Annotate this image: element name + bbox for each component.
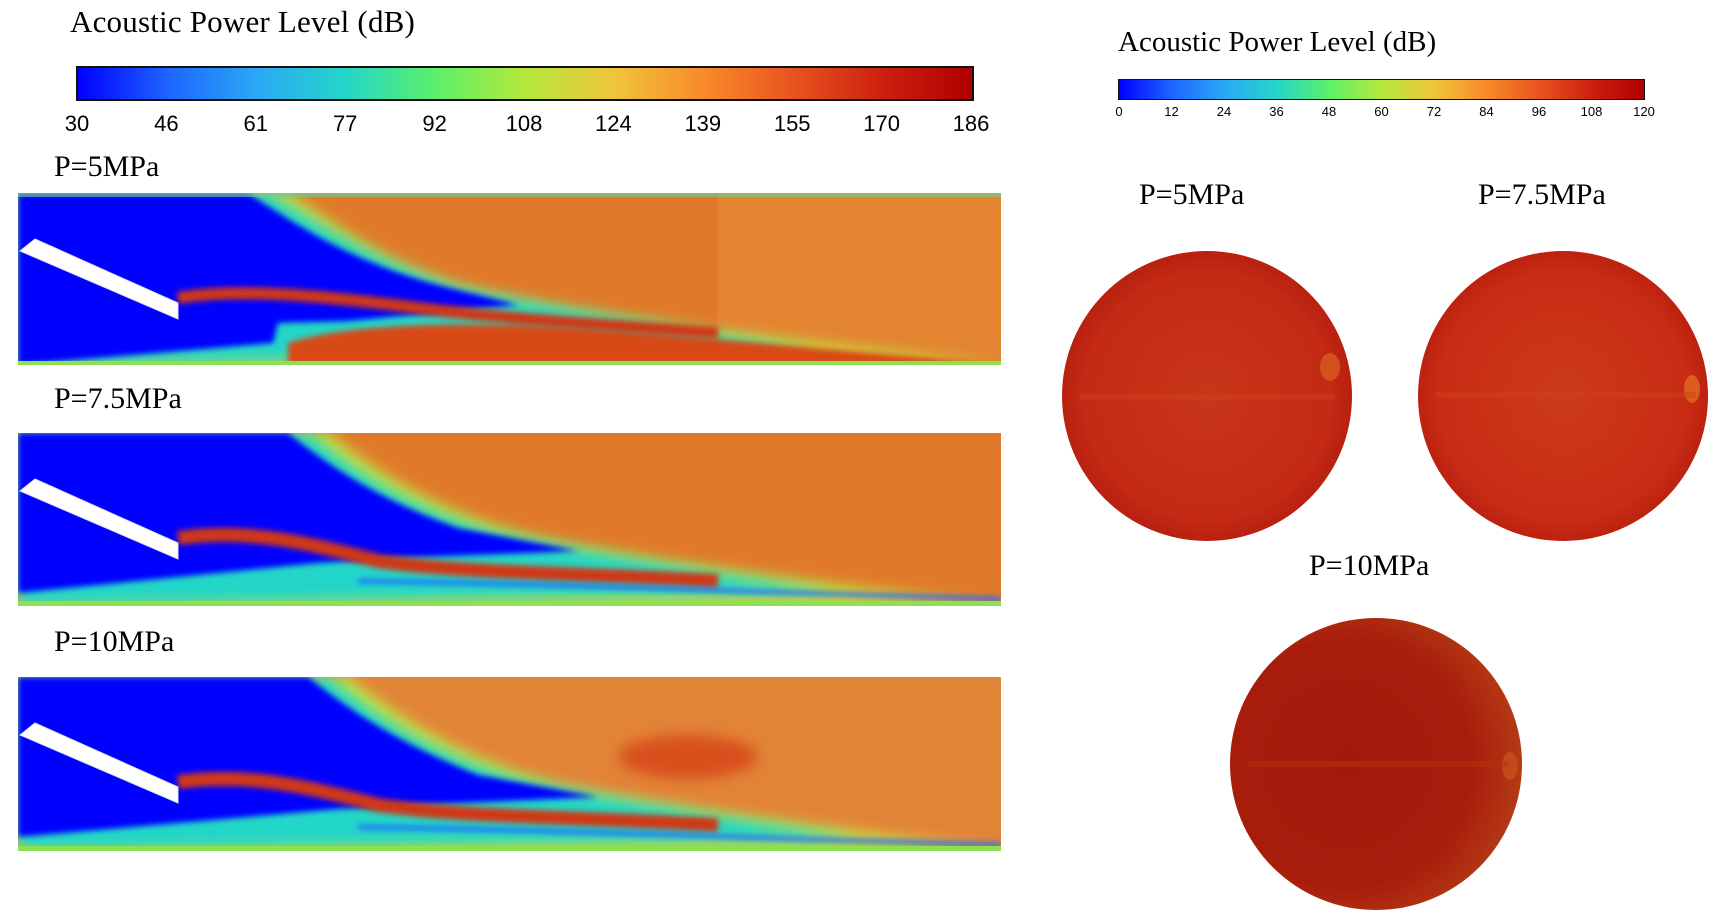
- left-colorbar-title: Acoustic Power Level (dB): [70, 4, 416, 39]
- right-colorbar-title: Acoustic Power Level (dB): [1118, 26, 1437, 58]
- colorbar-tick-label: 155: [773, 111, 811, 136]
- panel-label-10mpa: P=10MPa: [54, 625, 175, 658]
- colorbar-tick-label: 12: [1164, 104, 1179, 119]
- contour-panel-7-5mpa: [18, 433, 1001, 606]
- colorbar-tick-label: 36: [1269, 104, 1284, 119]
- outlet-section-10mpa: [1230, 618, 1522, 910]
- colorbar-tick-label: 24: [1216, 104, 1232, 119]
- left-colorbar: [76, 66, 974, 101]
- left-colorbar-ticks: 30 46 61 77 92 108 124 139 155 170 186: [65, 111, 990, 137]
- outlet-section-7-5mpa: [1418, 251, 1708, 541]
- contour-panel-5mpa: [18, 193, 1001, 365]
- colorbar-tick-label: 170: [863, 111, 900, 136]
- right-colorbar-ticks: 0 12 24 36 48 60 72 84 96 108 120: [1115, 104, 1654, 120]
- colorbar-tick-label: 46: [154, 111, 179, 136]
- colorbar-tick-label: 92: [422, 111, 447, 136]
- circle-label-10mpa: P=10MPa: [1309, 549, 1430, 582]
- colorbar-tick-label: 60: [1374, 104, 1389, 119]
- obstacle-plate: [19, 722, 179, 804]
- circle-label-7-5mpa: P=7.5MPa: [1478, 178, 1606, 211]
- colorbar-tick-label: 77: [332, 111, 358, 136]
- panel-label-5mpa: P=5MPa: [54, 150, 160, 183]
- colorbar-tick-label: 108: [1580, 104, 1603, 119]
- obstacle-plate: [19, 238, 179, 320]
- colorbar-tick-label: 30: [64, 111, 90, 136]
- panel-label-7-5mpa: P=7.5MPa: [54, 382, 182, 415]
- colorbar-tick-label: 0: [1115, 104, 1123, 119]
- colorbar-tick-label: 48: [1321, 104, 1337, 119]
- colorbar-tick-label: 84: [1479, 104, 1494, 119]
- circle-label-5mpa: P=5MPa: [1139, 178, 1245, 211]
- right-colorbar: [1118, 79, 1645, 100]
- colorbar-tick-label: 186: [952, 111, 990, 136]
- colorbar-tick-label: 96: [1531, 104, 1547, 119]
- colorbar-tick-label: 61: [243, 111, 269, 136]
- colorbar-tick-label: 108: [505, 111, 543, 136]
- colorbar-tick-label: 139: [684, 111, 722, 136]
- colorbar-tick-label: 124: [595, 111, 632, 136]
- outlet-section-5mpa: [1062, 251, 1352, 541]
- obstacle-plate: [19, 478, 179, 560]
- contour-panel-10mpa: [18, 677, 1001, 851]
- colorbar-tick-label: 72: [1426, 104, 1442, 119]
- colorbar-tick-label: 120: [1633, 104, 1655, 119]
